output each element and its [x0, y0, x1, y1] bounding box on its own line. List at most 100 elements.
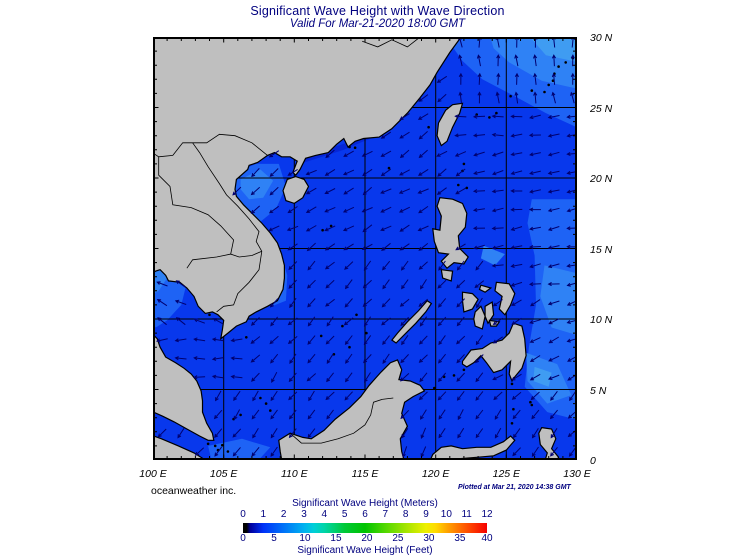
island-dot [557, 65, 560, 68]
island-dot [530, 403, 534, 407]
border-line-5 [289, 397, 394, 444]
meters-tick-2: 2 [280, 509, 287, 520]
lat-label-30: 30 N [590, 32, 613, 44]
feet-tick-40: 40 [481, 533, 493, 544]
land-borneo [278, 359, 426, 468]
island-dot [353, 146, 357, 149]
island-dot [547, 83, 550, 87]
meters-tick-6: 6 [362, 509, 368, 520]
feet-tick-0: 0 [240, 533, 246, 544]
legend-title-feet: Significant Wave Height (Feet) [297, 545, 433, 556]
island-dot [462, 162, 466, 166]
meters-tick-5: 5 [341, 509, 348, 520]
island-dot [465, 186, 469, 190]
lon-label-120: 120 E [421, 468, 450, 480]
island-dot [543, 90, 546, 94]
map-area [145, 34, 580, 468]
island-dot [427, 125, 430, 129]
border-line-6 [362, 36, 421, 48]
feet-tick-15: 15 [330, 533, 342, 544]
island-dot [551, 79, 555, 82]
island-dot [319, 334, 323, 338]
island-dot [387, 166, 391, 170]
island-dot [457, 183, 460, 187]
meters-tick-8: 8 [402, 509, 409, 520]
island-dot [332, 353, 336, 356]
border-line-1 [192, 142, 263, 252]
island-dot [321, 228, 324, 232]
land-cebu [484, 301, 495, 325]
island-dot [365, 331, 368, 335]
meters-tick-3: 3 [301, 509, 307, 520]
land-luzon [432, 197, 469, 270]
island-dot [510, 422, 514, 425]
feet-tick-30: 30 [423, 533, 435, 544]
lat-label-25: 25 N [590, 102, 613, 115]
island-dot [564, 61, 567, 64]
island-dot [530, 89, 534, 92]
island-dot [206, 442, 210, 446]
island-dot [462, 368, 466, 372]
island-dot [529, 400, 532, 404]
island-dot [433, 386, 436, 390]
island-dot [488, 116, 491, 119]
island-dot [348, 345, 351, 349]
legend-meters-scale: 0 1 2 3 4 5 6 7 8 9 10 11 12 [0, 509, 755, 521]
lat-label-10: 10 N [590, 314, 613, 326]
land-taiwan [436, 102, 464, 147]
meters-tick-11: 11 [461, 509, 472, 520]
island-dot [341, 324, 344, 328]
meters-tick-7: 7 [382, 509, 389, 520]
lon-label-115: 115 E [351, 468, 379, 480]
wave-patch-northeast-corner [527, 34, 580, 63]
land-samar-leyte [494, 281, 516, 316]
island-dot [269, 409, 272, 412]
island-dot [452, 374, 456, 377]
credit-plotted-at: Plotted at Mar 21, 2020 14:38 GMT [458, 484, 571, 491]
feet-tick-35: 35 [454, 533, 466, 544]
meters-tick-9: 9 [423, 509, 429, 520]
border-line-0 [149, 133, 268, 158]
island-dot [355, 313, 358, 317]
island-dot [348, 145, 351, 149]
land-mindanao [461, 322, 527, 383]
wave-direction-arrows [156, 35, 579, 458]
island-dot [221, 443, 224, 447]
lon-label-110: 110 E [280, 468, 308, 480]
lon-label-125: 125 E [492, 468, 521, 480]
meters-tick-10: 10 [440, 509, 452, 520]
legend-feet-scale: 0 5 10 15 20 25 30 35 40 [0, 533, 755, 545]
feet-tick-5: 5 [271, 533, 277, 544]
border-line-4 [158, 156, 235, 255]
island-dot [245, 336, 248, 339]
meters-tick-0: 0 [240, 509, 246, 520]
island-dot [239, 413, 242, 417]
meters-tick-12: 12 [481, 509, 493, 520]
island-dot [264, 402, 268, 405]
legend-title-meters: Significant Wave Height (Meters) [292, 498, 438, 509]
island-dot [509, 94, 512, 98]
border-line-2 [216, 251, 263, 313]
land-hainan [282, 175, 310, 205]
land-mindoro [440, 269, 454, 282]
wave-patch-east-luzon-bright [480, 245, 505, 266]
feet-tick-20: 20 [361, 533, 373, 544]
page-title: Significant Wave Height with Wave Direct… [250, 4, 505, 18]
legend-colorbar [243, 523, 487, 533]
wave-patch-east-mindanao-cyan [533, 366, 552, 387]
island-dot [213, 444, 217, 448]
lon-label-100: 100 E [139, 468, 167, 480]
lon-label-105: 105 E [209, 468, 238, 480]
land-negros [473, 305, 486, 330]
land-mainland-asia [145, 36, 463, 441]
island-dot [208, 313, 211, 317]
island-dot [495, 111, 498, 115]
island-dot [226, 450, 230, 453]
feet-tick-25: 25 [392, 533, 404, 544]
lat-label-15: 15 N [590, 243, 613, 256]
feet-tick-10: 10 [299, 533, 311, 544]
land-palawan [391, 299, 433, 344]
wave-map [145, 34, 580, 468]
lat-label-0: 0 [590, 455, 596, 467]
